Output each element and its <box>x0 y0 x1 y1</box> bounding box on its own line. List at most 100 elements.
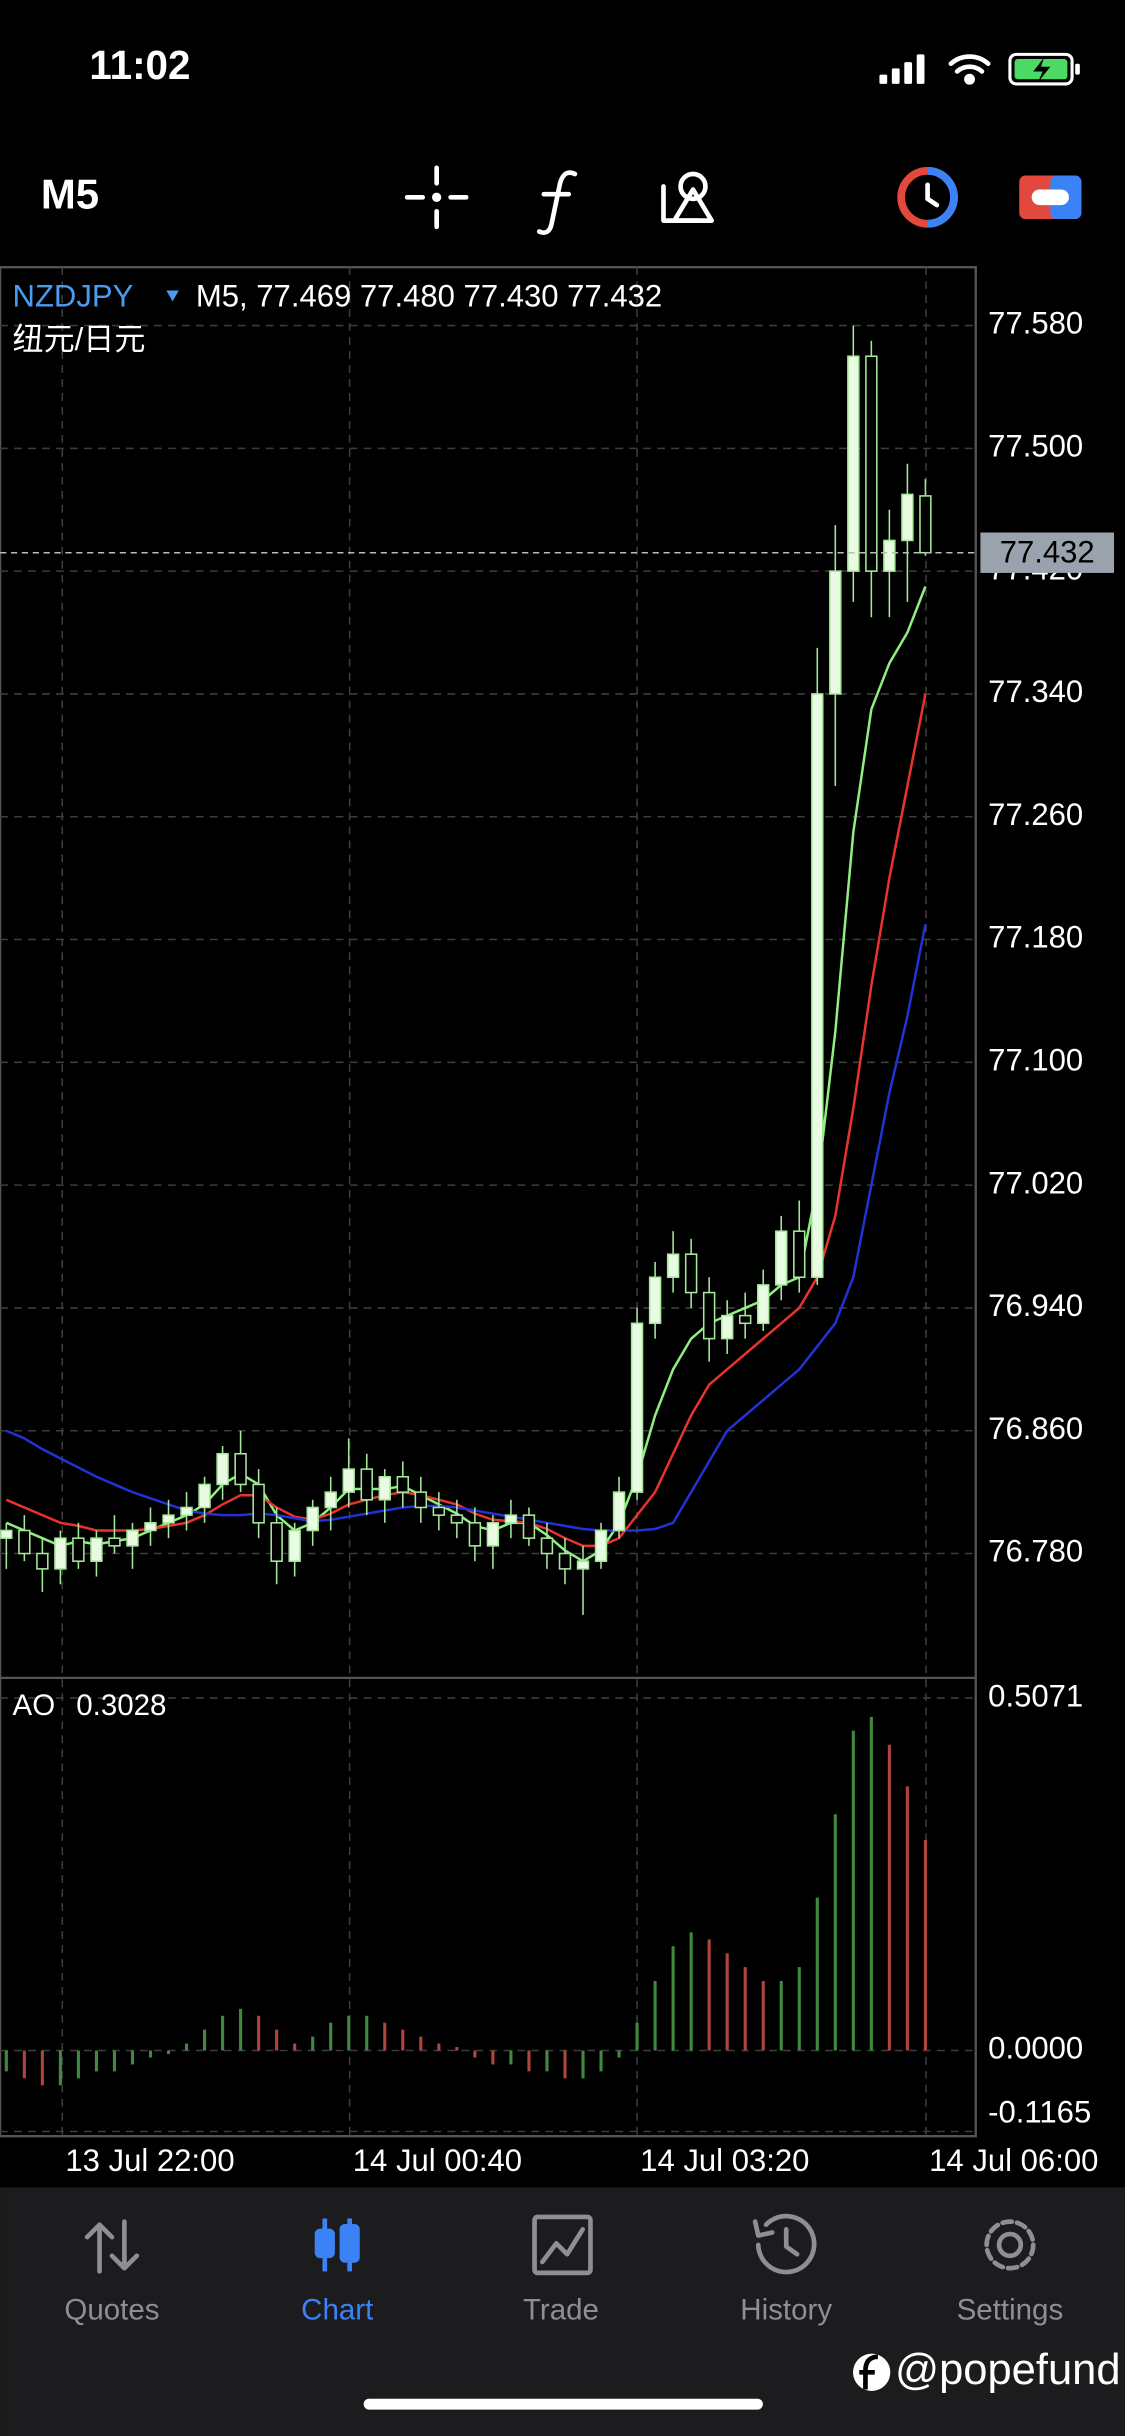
candle <box>36 1538 49 1592</box>
candle-body <box>702 1291 716 1340</box>
candle-body <box>522 1514 536 1539</box>
candle <box>757 1269 770 1331</box>
candle <box>594 1522 608 1569</box>
ohlc-text: M5, 77.469 77.480 77.430 77.432 <box>196 278 662 313</box>
candle <box>720 1300 734 1354</box>
candle <box>72 1522 85 1569</box>
y-tick-label: 77.020 <box>988 1165 1083 1200</box>
y-tick-label: 77.100 <box>988 1043 1083 1078</box>
candle-body <box>360 1468 373 1501</box>
candle-body <box>486 1522 500 1547</box>
candle <box>540 1522 554 1569</box>
indicator-button[interactable] <box>536 170 578 235</box>
x-tick-label: 14 Jul 00:40 <box>353 2143 522 2178</box>
candle <box>90 1530 103 1577</box>
candle <box>684 1238 698 1308</box>
settings-icon <box>984 2219 1036 2271</box>
candle-body <box>0 1529 13 1539</box>
ao-tick-label: -0.1165 <box>988 2095 1091 2130</box>
candle-body <box>919 495 932 554</box>
home-indicator <box>363 2398 763 2410</box>
chart-frame <box>0 266 977 2138</box>
tab-label[interactable]: Quotes <box>64 2294 159 2327</box>
candle-body <box>288 1529 301 1562</box>
candle <box>829 525 842 787</box>
battery-icon <box>1008 52 1080 86</box>
candle-body <box>396 1475 410 1493</box>
candle-body <box>666 1253 680 1279</box>
candle-body <box>793 1230 806 1279</box>
candle <box>396 1461 410 1508</box>
y-tick-label: 76.780 <box>988 1534 1083 1569</box>
candle <box>342 1438 355 1508</box>
moving-average-line <box>5 923 927 1532</box>
objects-button[interactable] <box>661 171 714 223</box>
candle <box>180 1492 193 1531</box>
candle-body <box>612 1491 626 1532</box>
candle <box>504 1499 518 1539</box>
candle <box>666 1231 680 1293</box>
trade-button[interactable] <box>897 167 958 228</box>
ao-value: 0.3028 <box>76 1689 166 1722</box>
candle <box>901 463 914 602</box>
tab-label[interactable]: Settings <box>957 2294 1064 2327</box>
candle-body <box>216 1452 229 1486</box>
candle <box>0 1522 13 1569</box>
candle-body <box>198 1483 211 1509</box>
candle-body <box>252 1483 265 1524</box>
candle-body <box>811 693 824 1279</box>
candle-body <box>144 1522 157 1532</box>
candle-body <box>126 1529 139 1547</box>
candle <box>486 1515 500 1569</box>
tab-labels: Quotes Chart Trade History Settings <box>64 2294 1063 2327</box>
candle-body <box>684 1253 698 1294</box>
candle-body <box>18 1529 31 1555</box>
candle-body <box>630 1322 644 1493</box>
symbol-dropdown[interactable] <box>166 290 179 302</box>
candle-body <box>90 1537 103 1562</box>
candle-body <box>829 570 842 695</box>
account-button[interactable] <box>1019 175 1082 220</box>
candle <box>468 1507 482 1562</box>
candle-body <box>738 1314 752 1325</box>
price-label-box <box>980 532 1115 573</box>
tab-label[interactable]: Chart <box>301 2294 373 2327</box>
candle <box>252 1469 265 1539</box>
candle <box>216 1446 229 1500</box>
candle <box>450 1499 464 1539</box>
candle-body <box>414 1491 428 1509</box>
candle <box>847 325 860 602</box>
candle <box>126 1522 139 1569</box>
candle <box>414 1476 428 1523</box>
candle <box>306 1499 319 1546</box>
history-icon <box>752 2213 817 2275</box>
tab-label[interactable]: Trade <box>523 2294 599 2327</box>
candle-body <box>901 493 914 542</box>
candle-body <box>306 1506 319 1532</box>
x-tick-label: 13 Jul 22:00 <box>65 2143 234 2178</box>
candle <box>432 1492 446 1531</box>
y-tick-label: 77.180 <box>988 920 1083 955</box>
candle <box>360 1453 373 1516</box>
candle-body <box>540 1537 554 1555</box>
price-label: 77.432 <box>1000 534 1095 569</box>
candle <box>108 1515 121 1554</box>
x-tick-label: 14 Jul 06:00 <box>929 2143 1098 2178</box>
crosshair-button[interactable] <box>404 165 469 230</box>
candle <box>558 1538 572 1585</box>
candle-body <box>504 1514 518 1524</box>
candle-body <box>108 1537 121 1547</box>
candle <box>811 647 824 1285</box>
timeframe[interactable]: M5 <box>41 170 99 217</box>
ao-tick-label: 0.5071 <box>988 1678 1083 1713</box>
candle-body <box>270 1522 283 1562</box>
tab-label[interactable]: History <box>740 2294 832 2327</box>
candle <box>648 1261 662 1339</box>
y-tick-label: 77.260 <box>988 797 1083 832</box>
symbol[interactable]: NZDJPY <box>13 278 134 313</box>
candle-body <box>594 1529 608 1562</box>
watermark-logo <box>853 2353 891 2391</box>
candle <box>378 1469 391 1523</box>
